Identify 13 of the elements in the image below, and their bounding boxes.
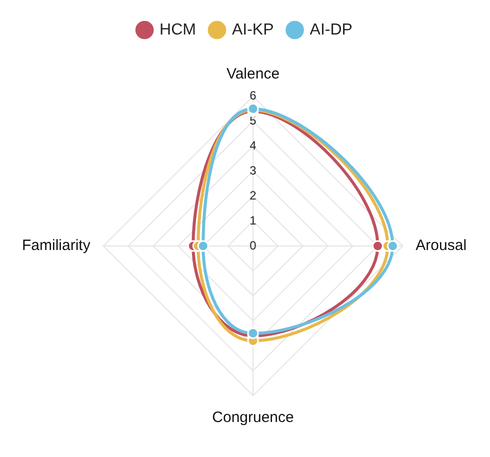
spoke-label: Congruence xyxy=(212,408,294,426)
y-tick-label: 2 xyxy=(250,188,257,202)
spoke-label: Valence xyxy=(226,65,280,82)
y-tick-label: 3 xyxy=(250,163,257,178)
spoke-label: Arousal xyxy=(416,237,467,254)
y-tick-label: 1 xyxy=(250,213,257,228)
y-tick-label: 6 xyxy=(250,88,257,103)
legend-label: AI-DP xyxy=(310,21,352,38)
spoke-label: Familiarity xyxy=(22,237,91,254)
y-tick-label: 4 xyxy=(250,138,257,153)
y-tick-label: 0 xyxy=(250,238,257,252)
legend-label: AI-KP xyxy=(232,21,274,38)
legend-label: HCM xyxy=(160,21,196,38)
